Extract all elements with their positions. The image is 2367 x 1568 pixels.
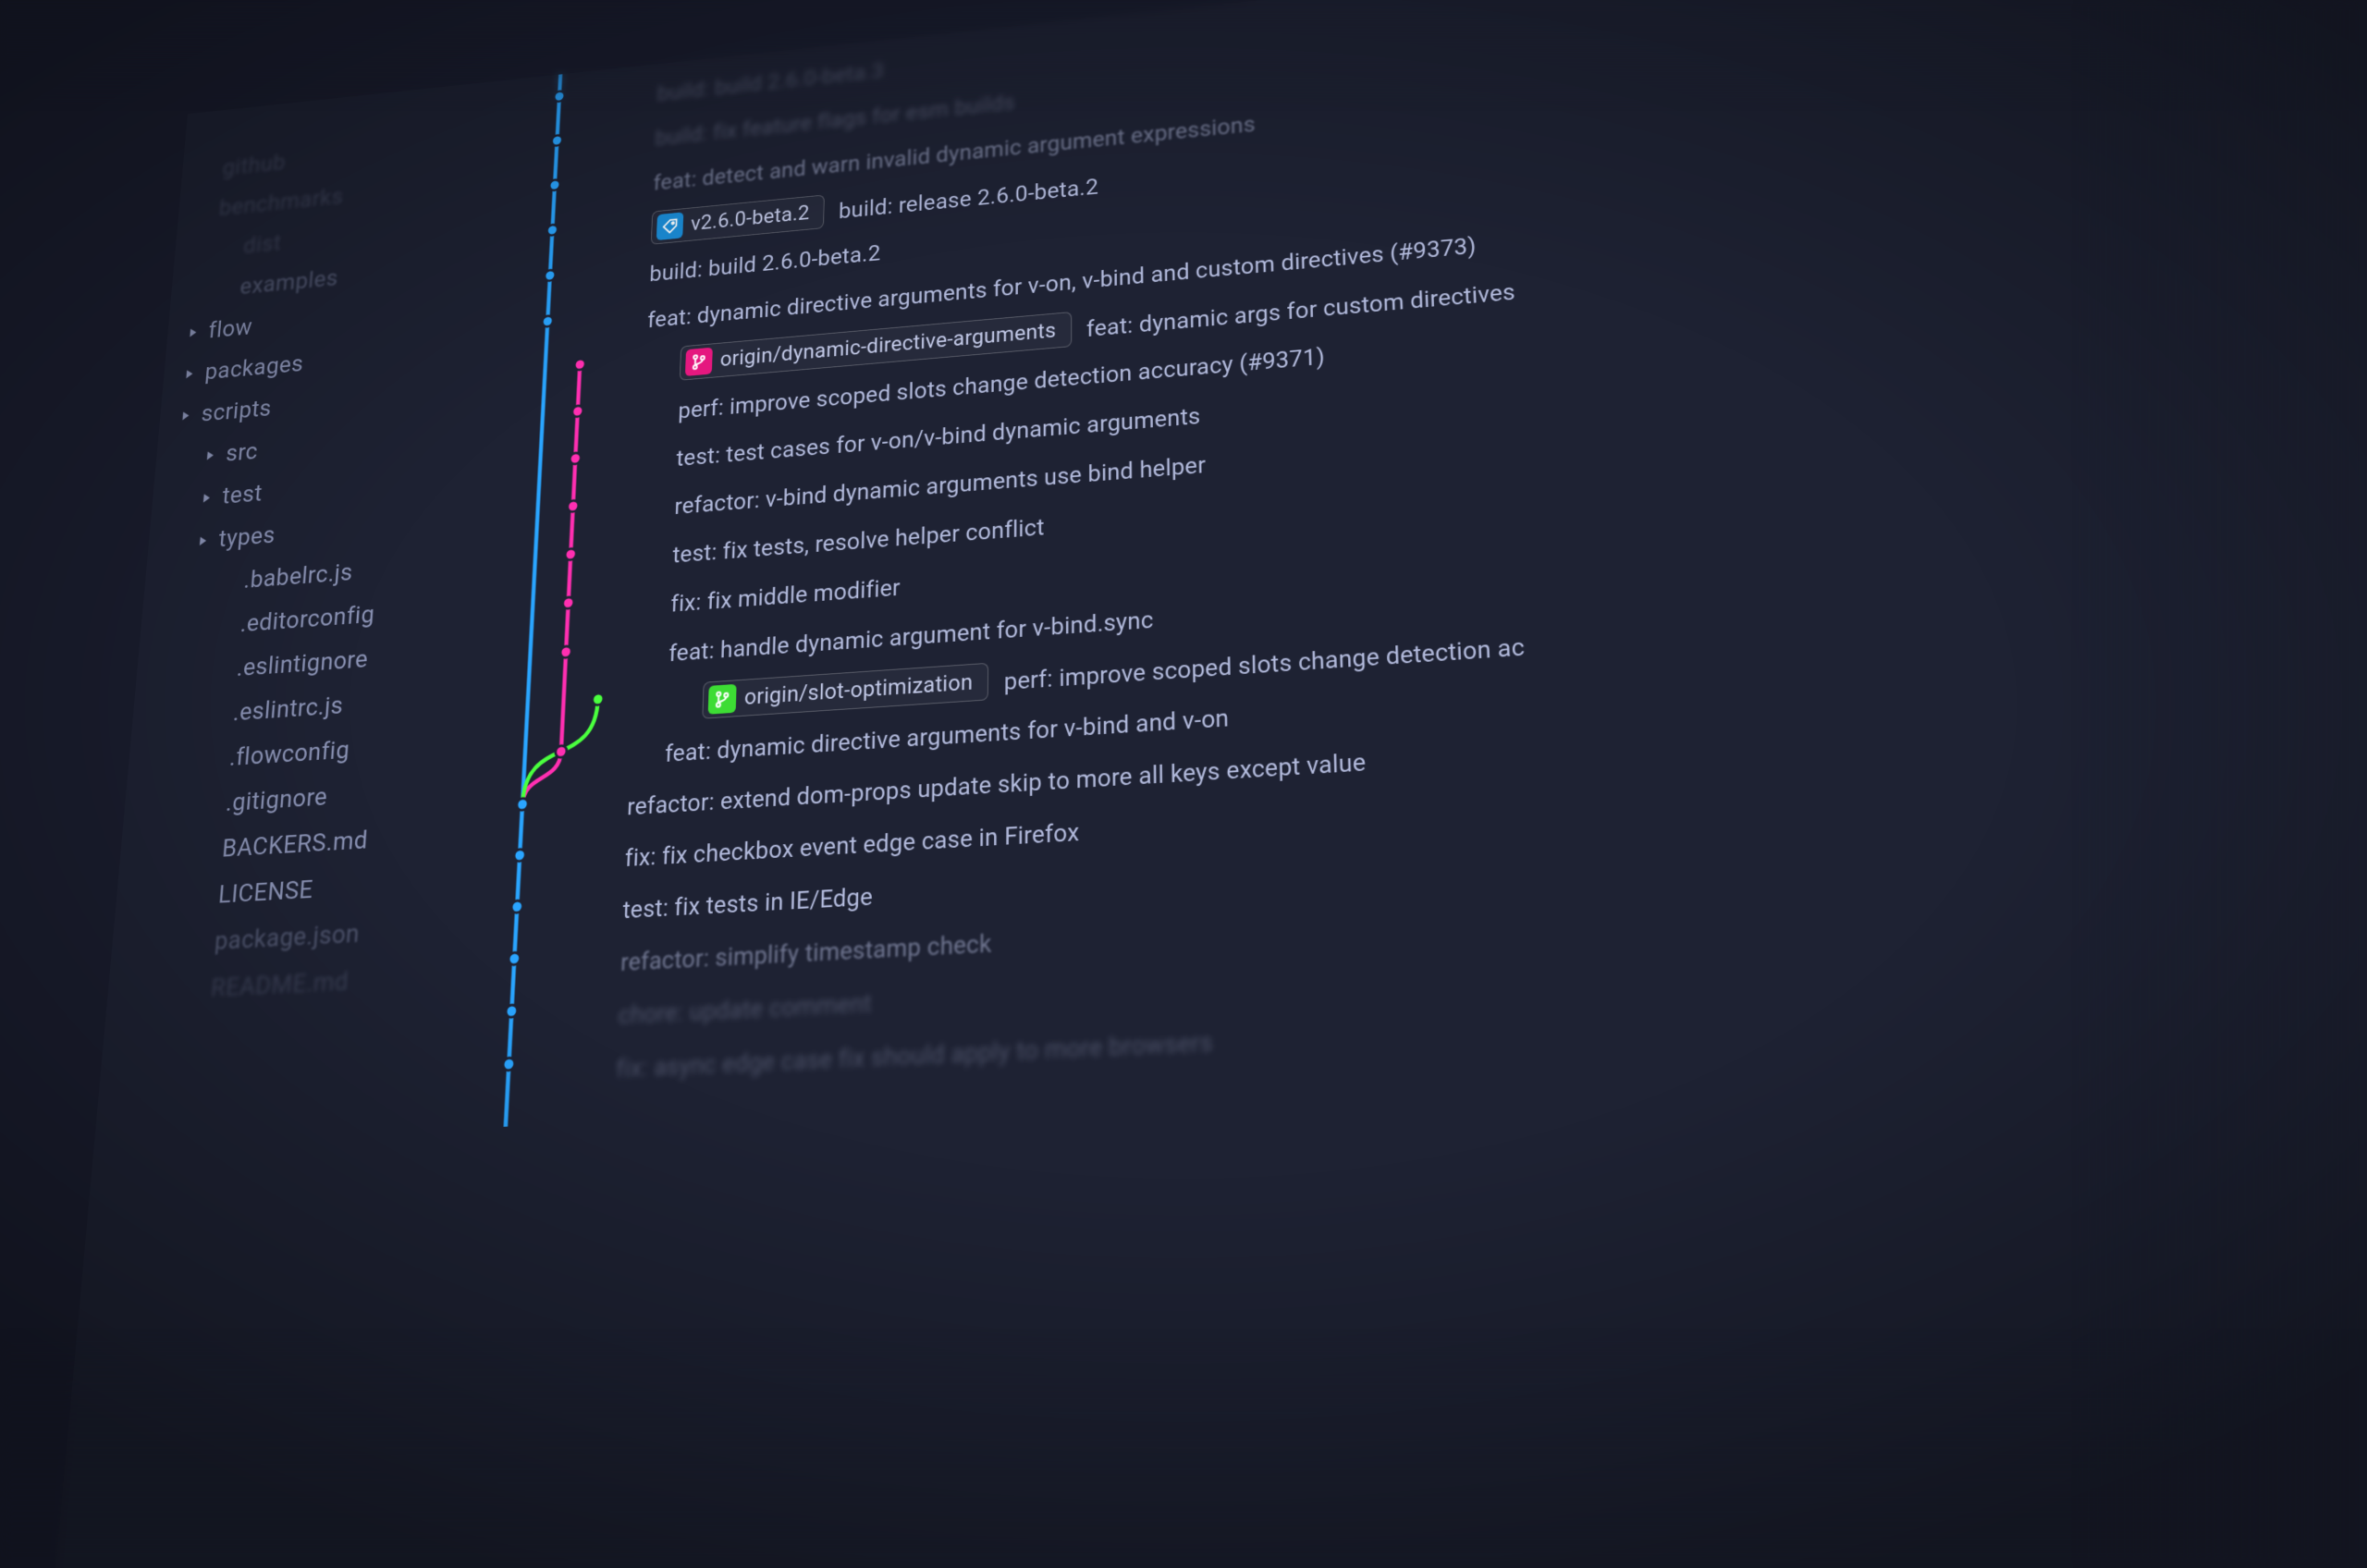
commit-message-text: refactor: simplify timestamp check (620, 928, 992, 976)
chevron-right-icon (196, 889, 208, 901)
file-tree-label: .editorconfig (239, 600, 375, 638)
graph-lane-spacer (433, 1041, 617, 1103)
chevron-right-icon (203, 798, 215, 810)
commit-message: chore: update comment (618, 988, 872, 1030)
chevron-right-icon (199, 204, 210, 215)
chevron-right-icon (219, 619, 230, 631)
tag-icon (656, 212, 683, 240)
file-tree-label: types (218, 521, 276, 554)
file-tree-label: LICENSE (217, 875, 314, 910)
commit-message-text: test: fix tests in IE/Edge (622, 881, 873, 924)
file-tree-label: BACKERS.md (221, 826, 369, 864)
chevron-right-icon (189, 983, 201, 996)
file-tree-label: scripts (201, 395, 273, 428)
chevron-right-icon (184, 368, 195, 379)
file-tree-label: .eslintrc.js (232, 691, 344, 727)
git-graph-panel: build: build 2.6.0-beta.3build: fix feat… (392, 0, 2367, 1568)
chevron-right-icon (212, 708, 224, 720)
commit-message: refactor: simplify timestamp check (620, 928, 992, 976)
chevron-right-icon (188, 326, 199, 337)
chevron-right-icon (180, 410, 191, 422)
graph-lane-spacer (436, 988, 619, 1050)
file-tree-label: examples (239, 264, 338, 300)
chevron-right-icon (202, 165, 214, 176)
file-tree-label: dist (242, 229, 282, 259)
file-tree-label: src (225, 437, 259, 467)
badge-label: v2.6.0-beta.2 (691, 202, 810, 236)
file-tree-label: benchmarks (218, 183, 345, 221)
commit-message: fix: fix middle modifier (635, 573, 901, 619)
chevron-right-icon (198, 534, 209, 546)
file-tree-label: .gitignore (225, 782, 328, 817)
graph-lane-spacer (442, 884, 623, 946)
chevron-right-icon (215, 664, 227, 676)
file-tree-label: README.md (210, 966, 350, 1003)
chevron-right-icon (205, 132, 216, 143)
chevron-right-icon (202, 492, 213, 504)
chevron-right-icon (219, 283, 230, 294)
file-tree-label: test (221, 480, 263, 510)
chevron-right-icon (223, 242, 234, 253)
file-tree-label: github (222, 150, 287, 181)
git-branch-icon (685, 348, 713, 376)
file-tree-label: flow (207, 313, 253, 344)
chevron-right-icon (204, 449, 215, 461)
commit-message: test: fix tests in IE/Edge (622, 881, 873, 924)
file-tree-label: .flowconfig (228, 736, 350, 773)
commit-message-text: fix: fix middle modifier (670, 573, 901, 618)
chevron-right-icon (200, 843, 212, 855)
commit-message-text: chore: update comment (618, 988, 872, 1030)
file-tree-label: package.json (214, 919, 361, 957)
file-tree-label: .babelrc.js (243, 558, 354, 594)
chevron-right-icon (208, 753, 220, 765)
badge-label: origin/slot-optimization (744, 669, 974, 710)
graph-lane-spacer (439, 936, 621, 998)
git-branch-icon (708, 684, 737, 715)
chevron-right-icon (222, 576, 233, 588)
chevron-right-icon (192, 936, 204, 948)
file-tree-label: .eslintignore (236, 644, 369, 682)
file-tree-label: packages (204, 350, 305, 386)
